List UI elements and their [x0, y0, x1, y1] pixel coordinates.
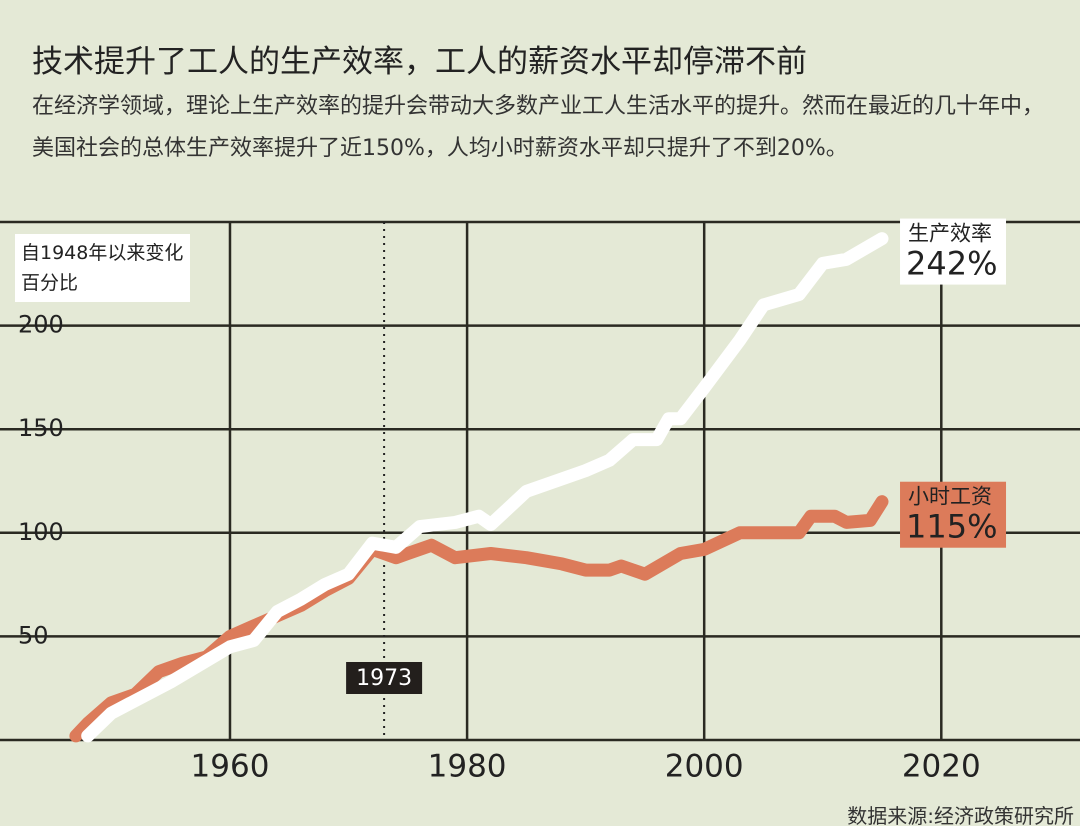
x-tick-label: 2000: [665, 749, 744, 785]
x-tick-label: 2020: [902, 749, 981, 785]
series-line: [69, 495, 889, 743]
y-tick-label: 200: [18, 311, 64, 339]
series-label-box: [900, 481, 1007, 548]
reference-label-box: [346, 662, 423, 694]
y-tick-label: 150: [18, 414, 64, 442]
chart-title: 技术提升了工人的生产效率，工人的薪资水平却停滞不前: [32, 44, 807, 80]
y-tick-label: 50: [18, 621, 49, 649]
x-tick-label: 1980: [428, 749, 507, 785]
series-end-label: 115%: [906, 508, 997, 546]
reference-label: 1973: [356, 666, 412, 691]
series-label-box: [900, 218, 1007, 285]
y-axis-label: 自1948年以来变化百分比: [15, 234, 190, 302]
x-tick-label: 1960: [191, 749, 270, 785]
chart-subtitle: 在经济学领域，理论上生产效率的提升会带动大多数产业工人生活水平的提升。然而在最近…: [32, 94, 1045, 161]
series-line: [81, 232, 889, 743]
y-tick-label: 100: [18, 518, 64, 546]
source-note: 数据来源:经济政策研究所: [847, 804, 1074, 826]
legend-label: 小时工资: [908, 485, 992, 509]
series-end-label: 242%: [906, 245, 997, 283]
legend-label: 生产效率: [908, 222, 992, 246]
